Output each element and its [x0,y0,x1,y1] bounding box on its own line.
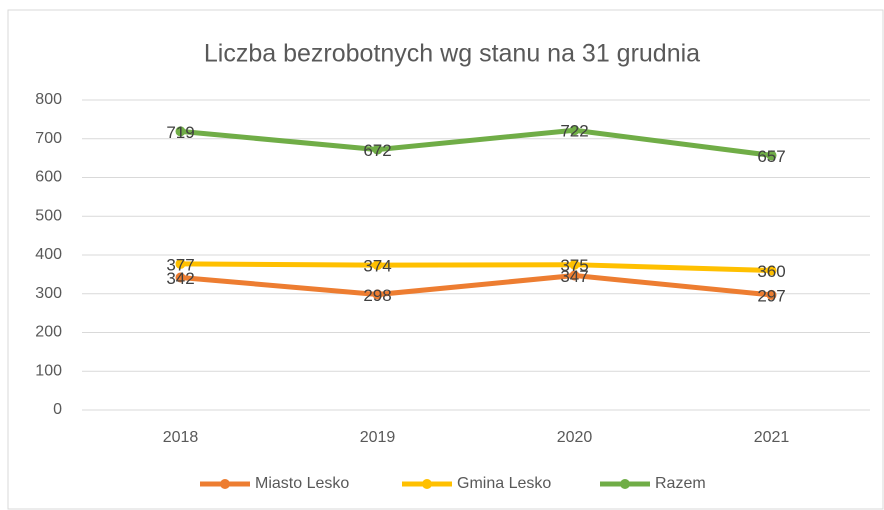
y-tick-label: 500 [35,207,62,224]
data-label: 375 [560,256,588,275]
marker [569,125,580,136]
data-label: 360 [757,262,785,281]
marker [372,260,383,271]
chart-title: Liczba bezrobotnych wg stanu na 31 grudn… [204,40,700,68]
y-tick-label: 800 [35,91,62,108]
marker [372,289,383,300]
marker [569,259,580,270]
y-tick-label: 600 [35,169,62,186]
x-tick-label: 2019 [360,429,396,446]
data-label: 297 [757,286,785,305]
series-line [178,273,774,298]
series-line [178,261,774,273]
legend-marker [620,479,630,489]
legend-label: Gmina Lesko [457,475,551,492]
marker [569,270,580,281]
data-label: 377 [166,255,194,274]
marker [766,150,777,161]
x-tick-label: 2018 [163,429,199,446]
x-tick-label: 2020 [557,429,593,446]
y-tick-label: 100 [35,362,62,379]
legend-marker [422,479,432,489]
y-tick-label: 400 [35,246,62,263]
chart-frame [7,9,884,510]
data-label: 657 [757,147,785,166]
marker [766,265,777,276]
data-label: 374 [363,257,391,276]
marker [372,144,383,155]
y-tick-label: 200 [35,324,62,341]
x-tick-label: 2021 [754,429,790,446]
y-tick-label: 300 [35,285,62,302]
data-label: 342 [166,269,194,288]
data-label: 672 [363,141,391,160]
data-label: 722 [560,122,588,141]
marker [766,289,777,300]
legend-marker [220,479,230,489]
series-line [178,127,774,158]
legend-label: Razem [655,475,706,492]
data-label: 298 [363,286,391,305]
marker [175,126,186,137]
data-label: 347 [560,267,588,286]
marker [175,272,186,283]
marker [175,258,186,269]
y-tick-label: 0 [53,401,62,418]
data-label: 719 [166,123,194,142]
legend-label: Miasto Lesko [255,475,349,492]
y-tick-label: 700 [35,130,62,147]
